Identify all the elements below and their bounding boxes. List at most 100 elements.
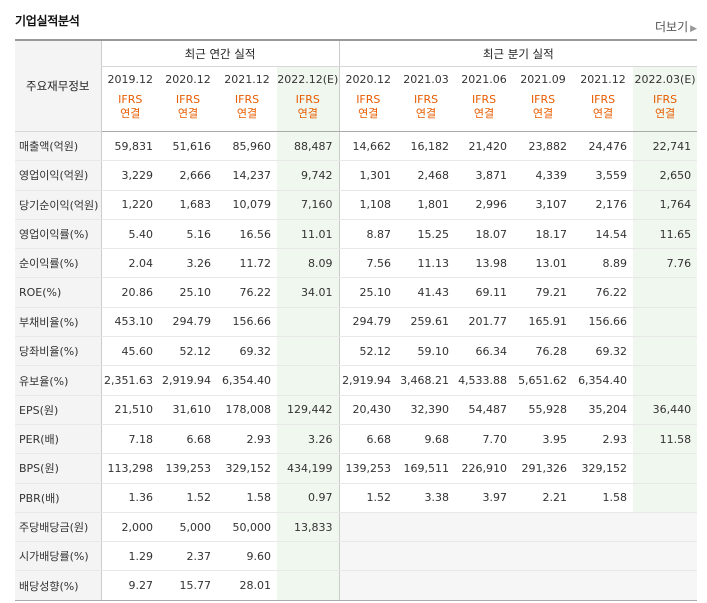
accounting-basis: IFRS 연결	[573, 91, 634, 132]
value-cell: 69.32	[573, 336, 634, 367]
corner-header: 주요재무정보	[15, 39, 101, 132]
value-cell: 3,468.21	[397, 365, 456, 396]
basis-label: 연결	[592, 107, 614, 120]
value-cell: 1,801	[397, 190, 456, 220]
table-row: PBR(배) 1.36 1.52 1.58 0.97 1.52 3.38 3.97 2.21 1.…	[15, 483, 698, 513]
value-cell: 2,919.94	[159, 365, 217, 396]
value-cell	[397, 511, 456, 543]
table-row: ROE(%) 20.86 25.10 76.22 34.01 25.10 41.43 69.1…	[15, 277, 698, 308]
period-header: 2019.12	[100, 66, 159, 91]
value-cell: 291,326	[513, 453, 574, 484]
value-cell: 6,354.40	[217, 365, 277, 396]
row-label: 시가배당률(%)	[15, 541, 101, 572]
value-cell: 4,339	[513, 160, 574, 191]
value-cell: 113,298	[100, 453, 159, 484]
value-cell: 5.40	[100, 218, 159, 250]
value-cell: 55,928	[513, 394, 574, 425]
basis-label: 연결	[654, 107, 676, 120]
basis-label: 연결	[358, 107, 379, 120]
value-cell: 16.56	[217, 218, 277, 250]
table-row: 당좌비율(%) 45.60 52.12 69.32 52.12 59.10 66.34 76.…	[15, 336, 698, 367]
value-cell	[633, 365, 698, 396]
value-cell: 10,079	[217, 190, 277, 220]
value-cell: 434,199	[277, 453, 340, 484]
row-label: PBR(배)	[15, 483, 101, 513]
value-cell: 1.52	[159, 483, 217, 513]
value-cell: 9.27	[100, 570, 159, 601]
ifrs-label: IFRS	[356, 93, 381, 106]
value-cell: 52.12	[338, 336, 398, 367]
ifrs-label: IFRS	[175, 93, 201, 106]
value-cell	[277, 336, 340, 367]
value-cell: 329,152	[573, 453, 634, 484]
value-cell: 129,442	[277, 394, 340, 425]
row-label: 순이익률(%)	[15, 248, 101, 279]
value-cell: 5.16	[159, 218, 217, 250]
more-link[interactable]: 더보기 ▶	[655, 18, 697, 35]
value-cell	[397, 570, 456, 601]
value-cell	[633, 277, 698, 308]
value-cell: 51,616	[159, 131, 217, 162]
ifrs-label: IFRS	[471, 93, 497, 106]
table-row: 시가배당률(%) 1.29 2.37 9.60	[15, 541, 698, 572]
value-cell: 66.34	[455, 336, 514, 367]
value-cell: 2,650	[633, 160, 698, 191]
value-cell: 13.98	[455, 248, 514, 279]
value-cell: 14,237	[217, 160, 277, 191]
row-label: EPS(원)	[15, 394, 101, 425]
value-cell: 1.58	[217, 483, 277, 513]
value-cell: 3,229	[100, 160, 159, 191]
value-cell	[633, 511, 698, 543]
row-label: BPS(원)	[15, 453, 101, 484]
value-cell: 76.28	[513, 336, 574, 367]
row-label: 당좌비율(%)	[15, 336, 101, 367]
value-cell: 14,662	[338, 131, 398, 162]
ifrs-label: IFRS	[234, 93, 260, 106]
accounting-basis: IFRS 연결	[159, 91, 217, 132]
section-title: 기업실적분석	[15, 14, 80, 28]
value-cell: 23,882	[513, 131, 574, 162]
value-cell: 8.87	[338, 218, 398, 250]
value-cell	[513, 541, 574, 572]
value-cell: 3,107	[513, 190, 574, 220]
value-cell: 15.77	[159, 570, 217, 601]
value-cell: 45.60	[100, 336, 159, 367]
value-cell	[513, 511, 574, 543]
value-cell: 21,420	[455, 131, 514, 162]
value-cell: 59,831	[100, 131, 159, 162]
value-cell: 1.29	[100, 541, 159, 572]
value-cell: 2.21	[513, 483, 574, 513]
value-cell: 69.32	[217, 336, 277, 367]
table-row: 유보율(%) 2,351.63 2,919.94 6,354.40 2,919.94 3,…	[15, 365, 698, 396]
value-cell: 88,487	[277, 131, 340, 162]
value-cell: 1,220	[100, 190, 159, 220]
value-cell	[455, 570, 514, 601]
value-cell: 11.58	[633, 424, 698, 455]
value-cell: 13,833	[277, 511, 340, 543]
row-label: 주당배당금(원)	[15, 511, 101, 543]
value-cell: 8.09	[277, 248, 340, 279]
row-label: 유보율(%)	[15, 365, 101, 396]
value-cell: 5,000	[159, 511, 217, 543]
value-cell	[573, 511, 634, 543]
row-label: 영업이익률(%)	[15, 218, 101, 250]
value-cell	[277, 365, 340, 396]
value-cell: 32,390	[397, 394, 456, 425]
value-cell: 1,764	[633, 190, 698, 220]
basis-label: 연결	[120, 107, 141, 120]
value-cell: 1.58	[573, 483, 634, 513]
value-cell	[633, 306, 698, 338]
value-cell: 9,742	[277, 160, 340, 191]
value-cell: 14.54	[573, 218, 634, 250]
value-cell: 2.93	[573, 424, 634, 455]
ifrs-label: IFRS	[530, 93, 556, 106]
ifrs-label: IFRS	[295, 93, 320, 106]
value-cell: 139,253	[338, 453, 398, 484]
value-cell: 76.22	[217, 277, 277, 308]
value-cell: 156.66	[217, 306, 277, 338]
value-cell: 22,741	[633, 131, 698, 162]
table-row: 배당성향(%) 9.27 15.77 28.01	[15, 570, 698, 601]
value-cell: 50,000	[217, 511, 277, 543]
value-cell: 20,430	[338, 394, 398, 425]
value-cell: 165.91	[513, 306, 574, 338]
